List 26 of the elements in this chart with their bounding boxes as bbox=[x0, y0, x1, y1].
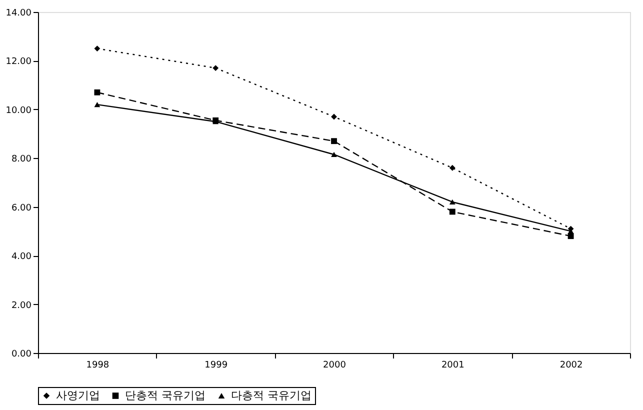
point bbox=[94, 102, 100, 108]
point bbox=[331, 152, 337, 158]
y-tick-label: 2.00 bbox=[11, 300, 32, 311]
point bbox=[449, 208, 456, 215]
point bbox=[449, 199, 456, 205]
point bbox=[94, 46, 100, 52]
legend-label: 사영기업 bbox=[56, 388, 100, 402]
x-tick-label: 2001 bbox=[441, 360, 464, 370]
legend-label: 다층적 국유기업 bbox=[231, 388, 312, 402]
x-tick-label: 2002 bbox=[560, 360, 583, 370]
y-tick-label: 14.00 bbox=[6, 8, 32, 18]
y-tick-label: 4.00 bbox=[11, 252, 32, 262]
y-tick-label: 8.00 bbox=[11, 154, 32, 165]
y-tick-label: 12.00 bbox=[6, 57, 32, 68]
legend-label: 단층적 국유기업 bbox=[125, 388, 206, 402]
point bbox=[331, 138, 337, 144]
x-tick-label: 2000 bbox=[323, 360, 346, 370]
point bbox=[331, 114, 337, 120]
point bbox=[212, 65, 219, 71]
y-tick-label: 10.00 bbox=[6, 106, 32, 116]
x-tick-label: 1998 bbox=[86, 360, 110, 370]
y-tick-label: 0.00 bbox=[11, 350, 32, 360]
x-tick-label: 1999 bbox=[204, 360, 228, 370]
y-tick-label: 6.00 bbox=[11, 203, 32, 214]
point bbox=[449, 164, 456, 171]
point bbox=[94, 89, 100, 96]
